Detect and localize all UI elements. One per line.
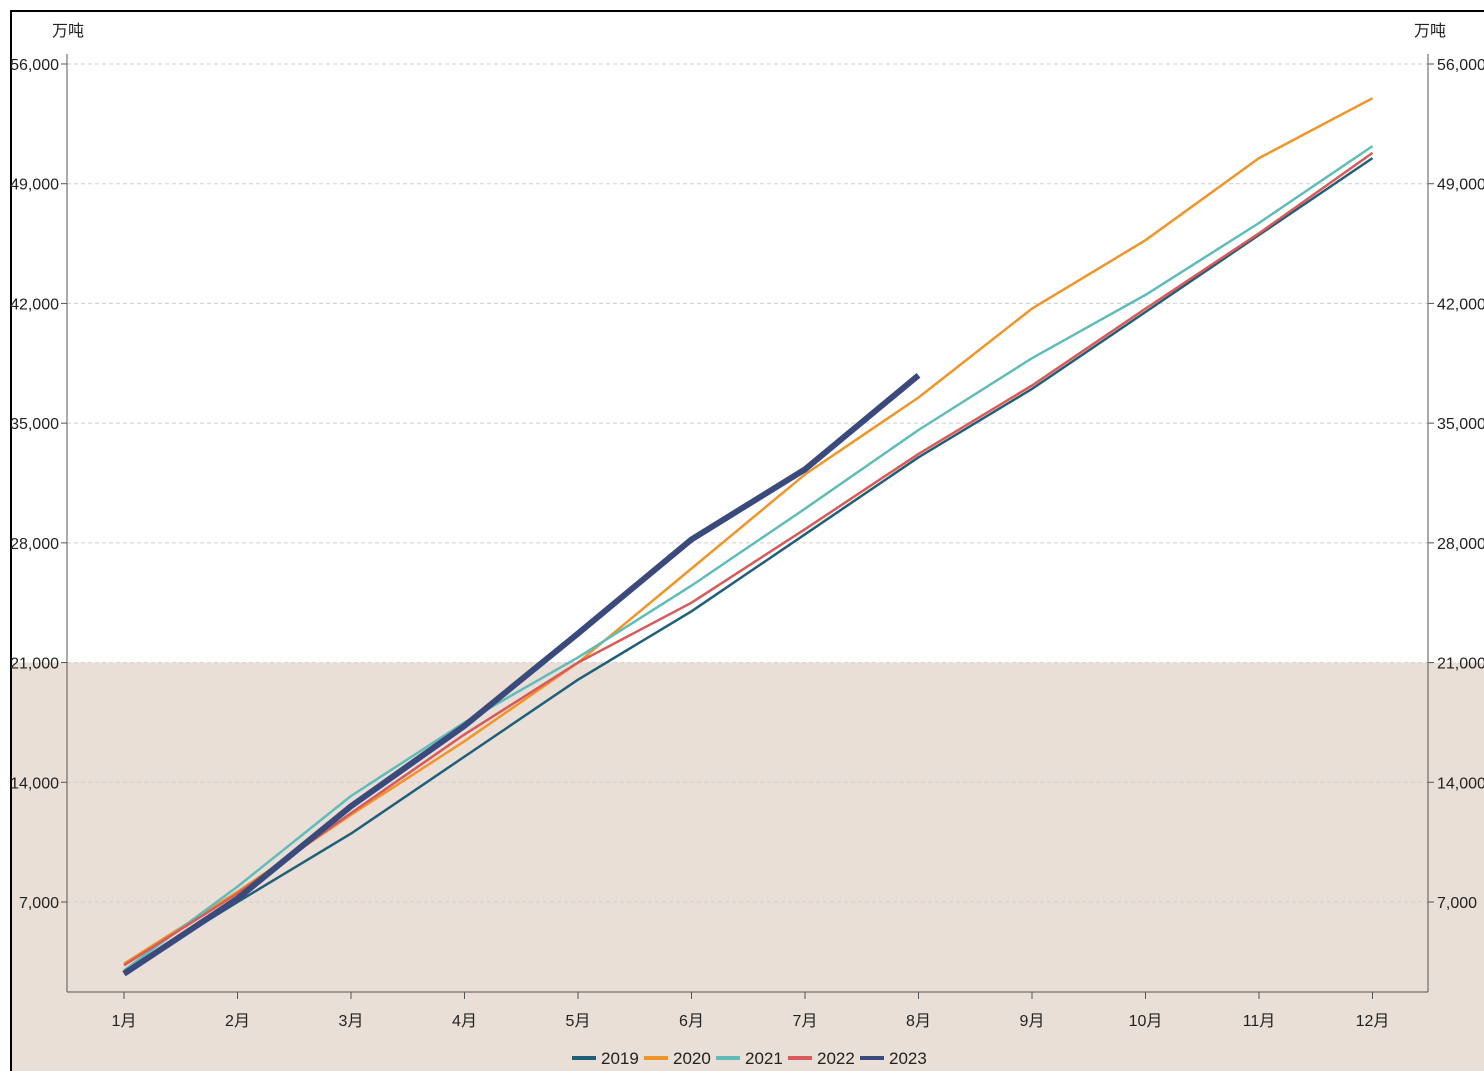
right-tick-label-1: 14,000: [1437, 775, 1484, 792]
left-tick-label-0: 7,000: [19, 895, 59, 912]
series-lines: [122, 97, 1374, 977]
x-tick-label-2: 3月: [339, 1013, 364, 1030]
series-line-2023: [122, 372, 921, 977]
series-line-2022: [123, 151, 1374, 967]
chart-frame: [10, 10, 1484, 1071]
background-band-1: [67, 64, 1428, 663]
left-tick-label-1: 14,000: [10, 775, 59, 792]
legend-label-2023: 2023: [889, 1049, 927, 1068]
legend-item-2023[interactable]: 2023: [860, 1049, 927, 1068]
legend-label-2020: 2020: [673, 1049, 711, 1068]
legend-label-2019: 2019: [601, 1049, 639, 1068]
left-tick-label-2: 21,000: [10, 656, 59, 673]
x-tick-label-6: 7月: [793, 1013, 818, 1030]
background-band-plot: [67, 662, 1428, 992]
x-tick-label-5: 6月: [679, 1013, 704, 1030]
right-tick-label-7: 56,000: [1437, 57, 1484, 74]
x-tick-label-11: 12月: [1356, 1013, 1390, 1030]
left-tick-label-4: 35,000: [10, 416, 59, 433]
gridlines: [67, 63, 1428, 903]
legend-item-2022[interactable]: 2022: [788, 1049, 855, 1068]
right-tick-label-2: 21,000: [1437, 656, 1484, 673]
x-tick-label-8: 9月: [1020, 1013, 1045, 1030]
x-tick-label-10: 11月: [1243, 1013, 1276, 1030]
legend-label-2021: 2021: [745, 1049, 783, 1068]
axes: 7,000 7,000 14,000 14,000 21,000 21,000 28,000…: [10, 54, 1484, 1030]
legend-item-2021[interactable]: 2021: [716, 1049, 783, 1068]
right-tick-label-4: 35,000: [1437, 416, 1484, 433]
series-line-2019: [123, 157, 1374, 974]
legend-item-2019[interactable]: 2019: [572, 1049, 639, 1068]
left-tick-label-5: 42,000: [10, 296, 59, 313]
left-tick-label-7: 56,000: [10, 57, 59, 74]
right-tick-label-5: 42,000: [1437, 296, 1484, 313]
legend-label-2022: 2022: [817, 1049, 855, 1068]
x-tick-label-4: 5月: [566, 1013, 591, 1030]
right-axis-unit: 万吨: [1414, 21, 1446, 40]
x-tick-label-7: 8月: [906, 1013, 931, 1030]
background-bands: [12, 64, 1484, 1071]
series-line-2021: [123, 145, 1374, 972]
x-tick-label-0: 1月: [112, 1013, 137, 1030]
x-tick-label-9: 10月: [1129, 1013, 1163, 1030]
left-axis-unit: 万吨: [52, 21, 84, 40]
right-tick-label-3: 28,000: [1437, 536, 1484, 553]
x-tick-label-3: 4月: [452, 1013, 477, 1030]
legend-item-2020[interactable]: 2020: [644, 1049, 711, 1068]
legend: 2019 2020 2021 2022 2023: [572, 1049, 927, 1068]
right-tick-label-0: 7,000: [1437, 895, 1477, 912]
left-tick-label-3: 28,000: [10, 536, 59, 553]
right-tick-label-6: 49,000: [1437, 177, 1484, 194]
left-tick-label-6: 49,000: [10, 177, 59, 194]
x-tick-label-1: 2月: [225, 1013, 250, 1030]
